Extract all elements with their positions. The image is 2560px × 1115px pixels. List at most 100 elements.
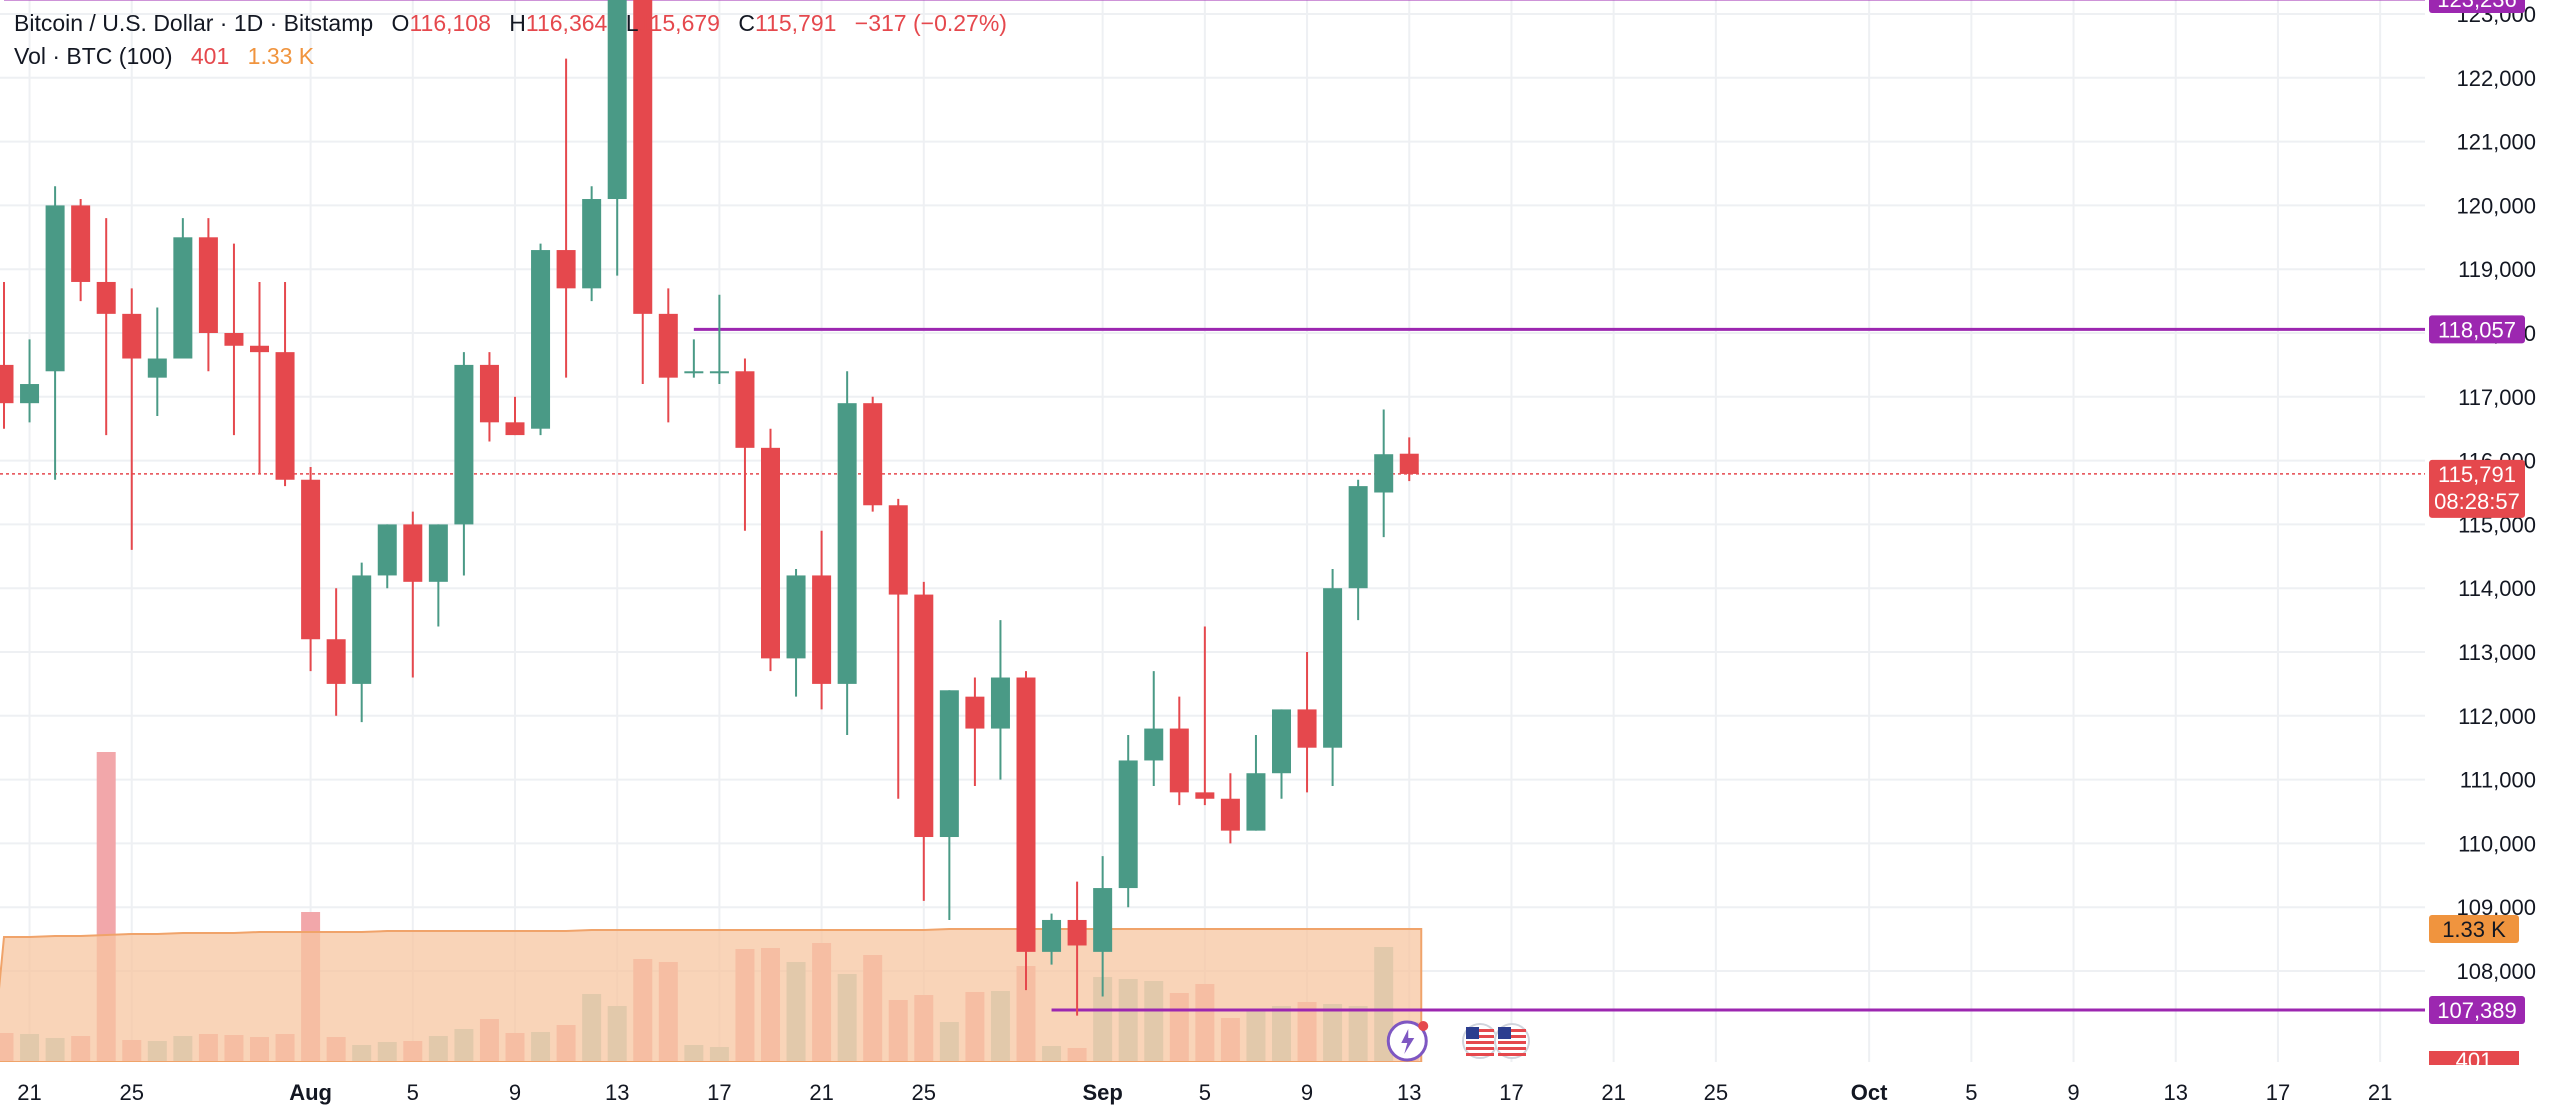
price-tick-label: 122,000 [2456,66,2536,91]
candle-body [658,313,678,378]
flag-stripe [1498,1053,1526,1056]
candle-body [1042,919,1062,952]
level-price-tag-label: 107,389 [2437,998,2517,1023]
candle-body [250,345,269,353]
candle-body [761,447,780,659]
candle-body [224,333,244,346]
time-tick-label: 9 [1301,1080,1313,1105]
countdown-label: 08:28:57 [2434,489,2520,514]
time-tick-label: 13 [1397,1080,1421,1105]
open-label: O [391,10,410,36]
candle-body [939,690,959,838]
candlesticks [0,0,1419,1016]
flag-canton [1466,1027,1479,1039]
candle-body [914,594,934,838]
flag-stripe [1498,1029,1526,1032]
horizontal-levels[interactable] [0,0,2425,1012]
time-tick-label: 25 [912,1080,936,1105]
symbol-title: Bitcoin / U.S. Dollar · 1D · Bitstamp [14,10,374,36]
time-tick-label: 5 [407,1080,419,1105]
candle-body [1220,798,1240,831]
candle-body [352,575,372,684]
time-tick-label: Oct [1851,1080,1888,1105]
candle-body [786,575,806,659]
candle-body [1195,792,1215,799]
time-tick-label: Sep [1082,1080,1122,1105]
price-tick-label: 119,000 [2458,257,2536,282]
price-tick-label: 111,000 [2460,768,2536,793]
candle-body [990,677,1010,729]
time-tick-label: 13 [2164,1080,2188,1105]
candle-body [505,422,525,436]
open-value: 116,108 [409,10,491,36]
time-axis[interactable]: 21 25 Aug 5 9 13 17 21 25 Sep 5 9 13 17 21 25 Oct 5 9 13 17 2… [0,1062,2560,1115]
flag-stripe [1466,1047,1494,1050]
candle-body [607,0,627,200]
candle-body [403,524,423,582]
price-tick-label: 121,000 [2456,130,2536,155]
flag-stripe [1466,1035,1494,1038]
volume-ma-tag-label: 1.33 K [2442,917,2506,942]
flag-stripe [1498,1035,1526,1038]
price-tick-label: 114,000 [2458,576,2536,601]
candle-body [1374,454,1394,493]
flag-stripe [1498,1047,1526,1050]
candle-body [326,639,346,684]
volume-ma-value: 1.33 K [247,43,315,69]
price-axis-background [2428,0,2560,1062]
high-label: H [509,10,526,36]
candle-body [735,371,755,448]
time-tick-label: 5 [1965,1080,1977,1105]
event-markers[interactable] [1386,1020,1530,1062]
candle-body [556,250,576,289]
candle-body [633,0,653,314]
flag-stripe [1466,1041,1494,1044]
high-value: 116,364 [525,10,608,36]
level-price-tag-label: 123,236 [2437,0,2517,12]
close-label: C [738,10,755,36]
time-tick-label: 5 [1199,1080,1211,1105]
level-price-tag [2429,995,2525,1024]
us-flag-icon [1494,1023,1530,1059]
notification-dot-icon [1418,1021,1429,1031]
symbol-legend[interactable]: Bitcoin / U.S. Dollar · 1D · Bitstamp O1… [14,10,1011,37]
candle-body [1246,773,1266,831]
low-value: 115,679 [638,10,720,36]
candle-body [1093,888,1113,952]
candle-body [377,524,397,576]
time-tick-label: 9 [509,1080,521,1105]
flag-stripe [1498,1041,1526,1044]
candle-body [1169,728,1189,793]
candle-body [1323,588,1343,748]
time-tick-label: 21 [2368,1080,2392,1105]
volume-legend[interactable]: Vol · BTC (100) 401 1.33 K [14,43,318,70]
level-price-tag [2429,0,2525,13]
candle-body [20,384,40,404]
candle-body [71,205,91,282]
current-price-tag [2429,459,2525,518]
candle-body [837,403,857,684]
candle-body [275,352,295,480]
volume-ma-area [0,928,1423,1063]
candle-body [709,371,729,374]
time-tick-label: 13 [605,1080,629,1105]
volume-value: 401 [190,43,230,69]
candle-body [96,281,116,314]
time-tick-label: 17 [2266,1080,2290,1105]
change-value: −317 (−0.27%) [854,10,1007,36]
price-tick-label: 112,000 [2458,704,2536,729]
price-tick-label: 110,000 [2458,831,2536,856]
candle-body [454,364,474,525]
candle-body [1067,919,1087,946]
candle-body [479,364,499,423]
time-tick-label: 25 [120,1080,144,1105]
candle-body [1399,453,1419,474]
candle-body [1016,677,1036,952]
price-axis[interactable]: 108,000109,000110,000111,000112,000113,0… [2428,0,2560,1062]
flag-canton [1498,1027,1511,1039]
flag-stripe [1466,1053,1494,1056]
us-flag-icon [1462,1023,1498,1059]
level-price-tag-label: 118,057 [2438,317,2516,342]
